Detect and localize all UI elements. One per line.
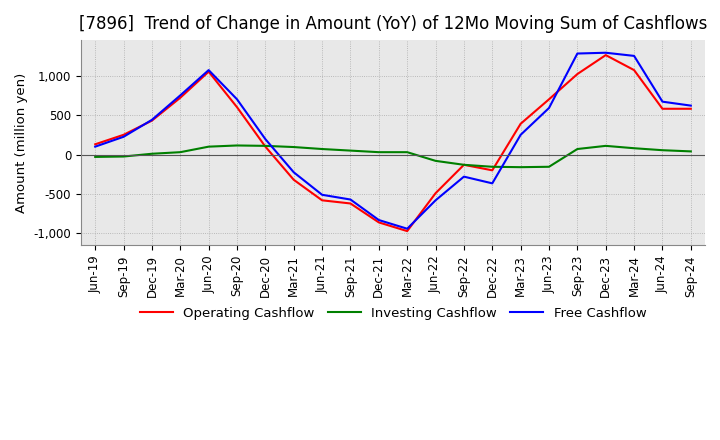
Investing Cashflow (318, 147, 326, 152)
Investing Cashflow (488, 164, 497, 169)
Operating Cashflow (403, 228, 412, 234)
Investing Cashflow (176, 150, 184, 155)
Operating Cashflow (261, 144, 270, 149)
Investing Cashflow (346, 148, 355, 153)
Investing Cashflow (403, 150, 412, 155)
Free Cashflow (545, 105, 554, 110)
Investing Cashflow (686, 149, 695, 154)
Operating Cashflow (488, 168, 497, 173)
Free Cashflow (261, 136, 270, 142)
Free Cashflow (148, 117, 156, 122)
Free Cashflow (658, 99, 667, 104)
Free Cashflow (459, 174, 468, 179)
Free Cashflow (120, 134, 128, 139)
Free Cashflow (91, 144, 99, 149)
Free Cashflow (630, 53, 639, 59)
Operating Cashflow (346, 201, 355, 206)
Investing Cashflow (204, 144, 213, 149)
Line: Free Cashflow: Free Cashflow (95, 53, 690, 229)
Investing Cashflow (289, 144, 298, 150)
Title: [7896]  Trend of Change in Amount (YoY) of 12Mo Moving Sum of Cashflows: [7896] Trend of Change in Amount (YoY) o… (78, 15, 707, 33)
Free Cashflow (488, 181, 497, 186)
Investing Cashflow (516, 165, 525, 170)
Operating Cashflow (686, 106, 695, 111)
Operating Cashflow (204, 69, 213, 74)
Operating Cashflow (233, 105, 241, 110)
Free Cashflow (374, 217, 383, 223)
Free Cashflow (233, 97, 241, 102)
Line: Investing Cashflow: Investing Cashflow (95, 146, 690, 167)
Operating Cashflow (91, 142, 99, 147)
Investing Cashflow (545, 164, 554, 169)
Operating Cashflow (318, 198, 326, 203)
Investing Cashflow (91, 154, 99, 160)
Free Cashflow (431, 198, 440, 203)
Operating Cashflow (431, 191, 440, 196)
Operating Cashflow (374, 220, 383, 225)
Investing Cashflow (120, 154, 128, 159)
Investing Cashflow (573, 147, 582, 152)
Free Cashflow (573, 51, 582, 56)
Operating Cashflow (630, 67, 639, 73)
Free Cashflow (289, 170, 298, 175)
Investing Cashflow (148, 151, 156, 156)
Investing Cashflow (374, 150, 383, 155)
Free Cashflow (403, 226, 412, 231)
Investing Cashflow (601, 143, 610, 149)
Operating Cashflow (573, 71, 582, 77)
Line: Operating Cashflow: Operating Cashflow (95, 55, 690, 231)
Operating Cashflow (120, 132, 128, 137)
Investing Cashflow (658, 147, 667, 153)
Investing Cashflow (233, 143, 241, 148)
Operating Cashflow (601, 52, 610, 58)
Investing Cashflow (630, 146, 639, 151)
Free Cashflow (176, 93, 184, 98)
Operating Cashflow (658, 106, 667, 111)
Legend: Operating Cashflow, Investing Cashflow, Free Cashflow: Operating Cashflow, Investing Cashflow, … (135, 301, 652, 325)
Investing Cashflow (459, 162, 468, 168)
Operating Cashflow (289, 177, 298, 183)
Free Cashflow (686, 103, 695, 108)
Free Cashflow (516, 132, 525, 137)
Operating Cashflow (176, 95, 184, 100)
Free Cashflow (204, 67, 213, 73)
Operating Cashflow (516, 121, 525, 126)
Investing Cashflow (261, 143, 270, 149)
Free Cashflow (601, 50, 610, 55)
Operating Cashflow (459, 162, 468, 168)
Y-axis label: Amount (million yen): Amount (million yen) (15, 73, 28, 213)
Operating Cashflow (545, 97, 554, 102)
Operating Cashflow (148, 118, 156, 123)
Free Cashflow (346, 197, 355, 202)
Investing Cashflow (431, 158, 440, 164)
Free Cashflow (318, 192, 326, 198)
